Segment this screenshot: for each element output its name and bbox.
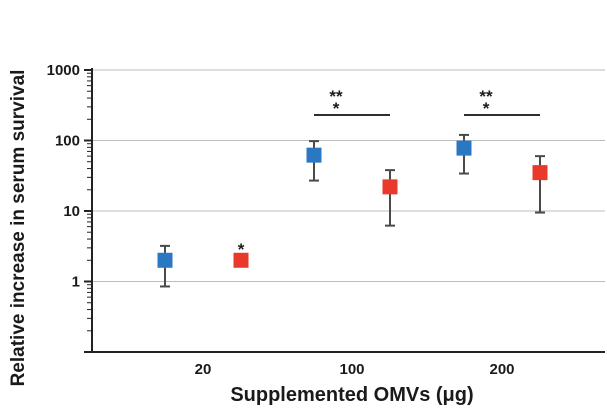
x-tick-label-20: 20 [195, 361, 212, 378]
y-tick-label-10: 10 [63, 203, 80, 220]
x-tick-label-200: 200 [489, 361, 514, 378]
y-axis-title: Relative increase in serum survival [8, 70, 29, 387]
significance-annotations: ******* [238, 87, 540, 259]
y-tick-label-1000: 1000 [47, 62, 80, 79]
significance-star-top: ** [329, 87, 343, 106]
x-tick-label-100: 100 [339, 361, 364, 378]
significance-star: * [238, 240, 245, 259]
axes [84, 68, 605, 353]
y-tick-label-1: 1 [72, 274, 80, 291]
grid-lines [92, 69, 605, 282]
tick-labels: 1 10 100 1000 20 100 200 [47, 62, 515, 378]
data-marks [157, 133, 548, 288]
significance-star-top: ** [479, 87, 493, 106]
y-tick-label-100: 100 [55, 133, 80, 150]
data-point-series-2 [233, 252, 249, 268]
data-point-series-2 [532, 165, 548, 181]
data-point-series-1 [306, 147, 322, 163]
x-axis-title: Supplemented OMVs (μg) [230, 384, 473, 406]
significance-star-bottom: * [483, 99, 490, 118]
data-point-series-1 [456, 140, 472, 156]
data-point-series-1 [157, 252, 173, 268]
data-point-series-2 [382, 179, 398, 195]
significance-star-bottom: * [333, 99, 340, 118]
